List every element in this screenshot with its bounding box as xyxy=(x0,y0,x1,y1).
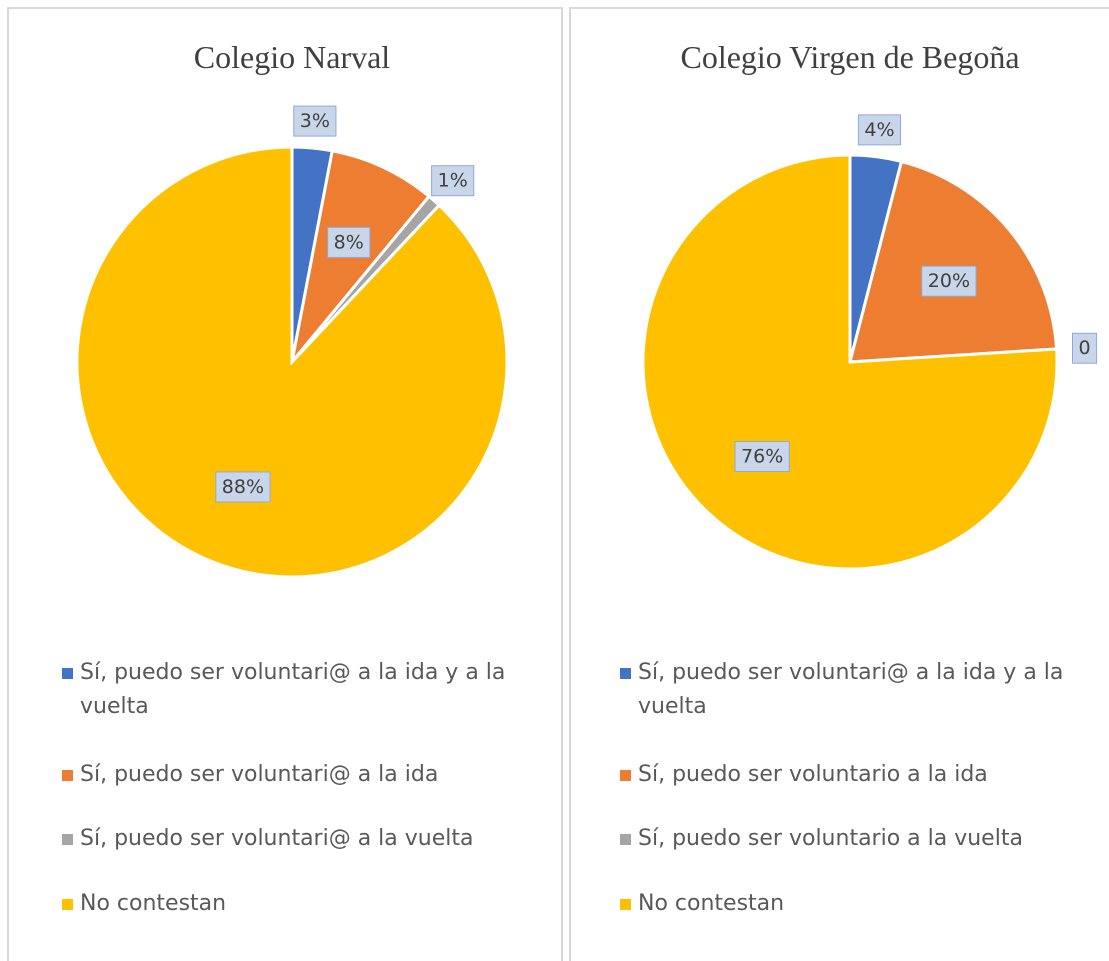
legend-swatch xyxy=(62,899,73,910)
legend-item: Sí, puedo ser voluntari@ a la ida y a la… xyxy=(62,656,550,724)
legend-item: Sí, puedo ser voluntari@ a la ida y a la… xyxy=(620,656,1108,724)
legend-label: No contestan xyxy=(638,891,785,916)
legend-item: Sí, puedo ser voluntari@ a la vuelta xyxy=(62,822,550,856)
legend-label: Sí, puedo ser voluntari@ a la ida y a la… xyxy=(80,660,506,719)
legend-swatch xyxy=(62,770,73,781)
legend-label: No contestan xyxy=(80,891,227,916)
panel xyxy=(7,7,563,961)
legend-swatch xyxy=(620,834,631,845)
data-label-box xyxy=(1071,332,1098,364)
data-label-box xyxy=(215,471,271,503)
data-label-box xyxy=(921,265,977,297)
legend-label: Sí, puedo ser voluntario a la vuelta xyxy=(638,826,1023,851)
legend-label: Sí, puedo ser voluntari@ a la vuelta xyxy=(80,826,474,851)
legend-swatch xyxy=(620,899,631,910)
pie-slice xyxy=(848,159,1059,364)
legend-swatch xyxy=(620,770,631,781)
data-label: 3% xyxy=(300,110,330,132)
data-label: 8% xyxy=(334,231,364,253)
panel xyxy=(569,7,1109,961)
data-label-box xyxy=(293,105,337,137)
chart-title: Colegio Narval xyxy=(194,39,391,75)
data-label: 76% xyxy=(741,446,783,468)
legend-swatch xyxy=(620,668,631,679)
legend-item: Sí, puedo ser voluntari@ a la ida xyxy=(62,758,550,792)
legend-swatch xyxy=(62,668,73,679)
data-label: 1% xyxy=(438,170,468,192)
legend-item: Sí, puedo ser voluntario a la vuelta xyxy=(620,822,1108,856)
data-label-box xyxy=(327,226,371,258)
legend-item: Sí, puedo ser voluntario a la ida xyxy=(620,758,1108,792)
legend-item: No contestan xyxy=(62,887,550,921)
legend-label: Sí, puedo ser voluntario a la ida xyxy=(638,762,988,787)
chart-title: Colegio Virgen de Begoña xyxy=(680,39,1019,75)
data-label-box xyxy=(857,114,902,146)
data-label: 0 xyxy=(1078,337,1090,359)
data-label: 20% xyxy=(928,270,970,292)
data-label-box xyxy=(431,165,475,197)
data-label: 4% xyxy=(864,119,894,141)
data-label: 88% xyxy=(222,476,264,498)
pie-slice xyxy=(75,145,509,579)
legend-label: Sí, puedo ser voluntari@ a la ida xyxy=(80,762,439,787)
legend-swatch xyxy=(62,834,73,845)
legend-label: Sí, puedo ser voluntari@ a la ida y a la… xyxy=(638,660,1064,719)
legend-item: No contestan xyxy=(620,887,1108,921)
data-label-box xyxy=(734,441,790,473)
